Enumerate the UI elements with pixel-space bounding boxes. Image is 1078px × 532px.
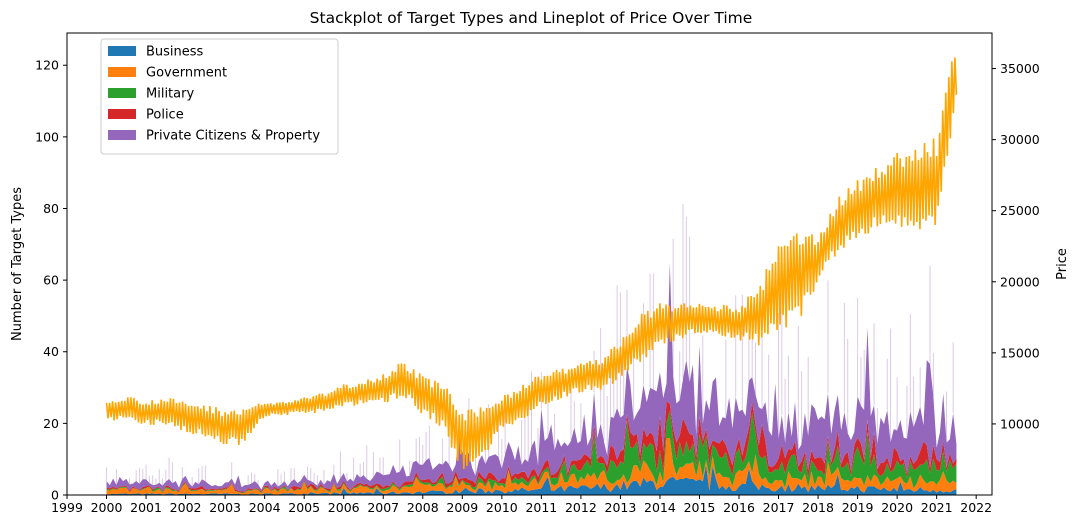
- x-tick-label-2008: 2008: [407, 500, 439, 515]
- y2-tick-label-15000: 15000: [1000, 345, 1040, 360]
- stack-area-4: [106, 262, 957, 492]
- y-tick-label-60: 60: [43, 273, 59, 288]
- x-tick-label-2010: 2010: [486, 500, 518, 515]
- plot-area: [105, 57, 958, 495]
- stack-area-0: [106, 464, 957, 495]
- x-tick-label-2013: 2013: [605, 500, 637, 515]
- y2-tick-label-30000: 30000: [1000, 132, 1040, 147]
- y-axis-label: Number of Target Types: [10, 187, 25, 341]
- y2-tick-label-25000: 25000: [1000, 203, 1040, 218]
- legend-label-2: Military: [146, 87, 194, 102]
- legend-swatch-0: [108, 46, 136, 56]
- x-tick-label-2021: 2021: [921, 500, 953, 515]
- x-tick-label-2001: 2001: [130, 500, 162, 515]
- y2-axis-label: Price: [1055, 248, 1070, 280]
- x-tick-label-2017: 2017: [763, 500, 795, 515]
- x-tick-label-2018: 2018: [802, 500, 834, 515]
- x-tick-label-1999: 1999: [51, 500, 83, 515]
- y2-tick-label-20000: 20000: [1000, 274, 1040, 289]
- legend-swatch-2: [108, 88, 136, 98]
- x-tick-label-2005: 2005: [288, 500, 320, 515]
- x-tick-label-2012: 2012: [565, 500, 597, 515]
- legend-swatch-1: [108, 67, 136, 77]
- y-tick-label-0: 0: [51, 488, 59, 503]
- stack-area-3: [106, 401, 957, 493]
- x-tick-label-2019: 2019: [842, 500, 874, 515]
- x-tick-label-2015: 2015: [684, 500, 716, 515]
- plot-inner: [105, 57, 958, 495]
- y2-tick-label-35000: 35000: [1000, 61, 1040, 76]
- legend-label-1: Government: [146, 66, 227, 81]
- y-tick-label-40: 40: [43, 344, 59, 359]
- y-tick-label-80: 80: [43, 201, 59, 216]
- x-tick-label-2020: 2020: [881, 500, 913, 515]
- x-tick-label-2000: 2000: [91, 500, 123, 515]
- x-tick-label-2016: 2016: [723, 500, 755, 515]
- y-tick-label-100: 100: [35, 129, 59, 144]
- price-line: [105, 57, 958, 469]
- legend-swatch-3: [108, 109, 136, 119]
- legend-label-0: Business: [146, 45, 204, 60]
- legend-label-4: Private Citizens & Property: [146, 129, 320, 144]
- x-tick-label-2014: 2014: [644, 500, 676, 515]
- x-tick-label-2002: 2002: [170, 500, 202, 515]
- legend-label-3: Police: [146, 108, 184, 123]
- legend-swatch-4: [108, 130, 136, 140]
- chart-title: Stackplot of Target Types and Lineplot o…: [310, 9, 753, 27]
- x-tick-label-2004: 2004: [249, 500, 281, 515]
- y2-tick-label-10000: 10000: [1000, 416, 1040, 431]
- x-tick-label-2006: 2006: [328, 500, 360, 515]
- stack-area-1: [106, 438, 957, 495]
- legend: Business Government Military Police Private …: [100, 38, 339, 155]
- y-tick-label-20: 20: [43, 416, 59, 431]
- x-tick-label-2011: 2011: [525, 500, 557, 515]
- y-tick-label-120: 120: [35, 58, 59, 73]
- x-tick-label-2007: 2007: [367, 500, 399, 515]
- x-tick-label-2003: 2003: [209, 500, 241, 515]
- x-tick-label-2009: 2009: [446, 500, 478, 515]
- x-tick-label-2022: 2022: [960, 500, 992, 515]
- plot-frame: [66, 32, 993, 496]
- legend-frame: [100, 38, 339, 155]
- axes: 1999 2000 2001 2002 2003 2004 2005 2006 2007 2008…: [35, 58, 1040, 515]
